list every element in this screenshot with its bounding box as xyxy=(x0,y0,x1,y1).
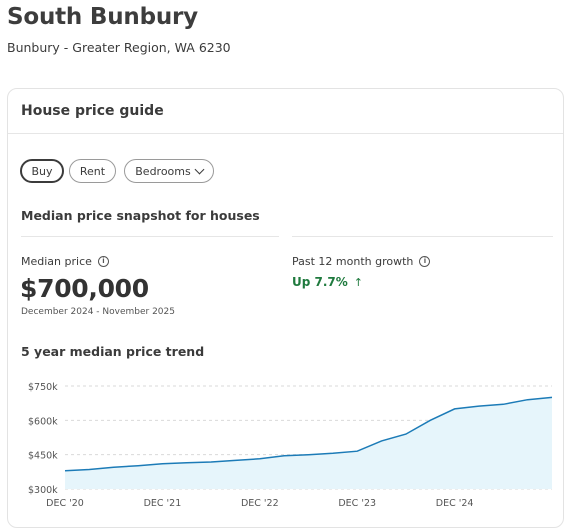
card-title: House price guide xyxy=(21,103,164,119)
divider xyxy=(21,236,279,237)
region-subtitle: Bunbury - Greater Region, WA 6230 xyxy=(7,40,231,55)
x-tick-label: DEC '24 xyxy=(436,498,474,509)
buy-label: Buy xyxy=(31,164,53,178)
arrow-up-icon: ↑ xyxy=(353,275,364,289)
growth-value: Up 7.7% ↑ xyxy=(292,275,363,289)
suburb-title: South Bunbury xyxy=(7,4,198,30)
price-area xyxy=(65,397,552,489)
y-tick-label: $750k xyxy=(28,382,58,393)
growth-label-text: Past 12 month growth xyxy=(292,255,414,268)
x-tick-label: DEC '21 xyxy=(144,498,182,509)
trend-title: 5 year median price trend xyxy=(21,344,205,359)
info-icon[interactable]: i xyxy=(419,256,431,267)
info-icon[interactable]: i xyxy=(97,256,109,267)
house-price-guide-card: House price guide Buy Rent Bedrooms Medi… xyxy=(7,88,564,528)
median-label-text: Median price xyxy=(21,255,92,268)
y-tick-label: $300k xyxy=(28,485,58,496)
divider xyxy=(292,236,553,237)
x-tick-label: DEC '20 xyxy=(46,498,84,509)
bedrooms-dropdown[interactable]: Bedrooms xyxy=(124,159,214,183)
rent-label: Rent xyxy=(79,164,106,178)
card-divider xyxy=(8,133,563,134)
buy-filter-button[interactable]: Buy xyxy=(20,159,64,183)
y-tick-label: $450k xyxy=(28,451,58,462)
growth-label: Past 12 month growth i xyxy=(292,255,431,268)
snapshot-title: Median price snapshot for houses xyxy=(21,208,260,223)
growth-value-text: Up 7.7% xyxy=(292,275,348,289)
median-period: December 2024 - November 2025 xyxy=(21,307,175,317)
median-price-value: $700,000 xyxy=(20,274,149,303)
bedrooms-label: Bedrooms xyxy=(135,164,191,178)
rent-filter-button[interactable]: Rent xyxy=(69,159,116,183)
x-tick-label: DEC '22 xyxy=(241,498,279,509)
x-tick-label: DEC '23 xyxy=(338,498,376,509)
median-price-label: Median price i xyxy=(21,255,109,268)
y-tick-label: $600k xyxy=(28,416,58,427)
price-line xyxy=(64,396,553,472)
price-trend-chart: $750k $600k $450k $300k DEC '20 DEC '21 DEC '2… xyxy=(28,382,553,509)
